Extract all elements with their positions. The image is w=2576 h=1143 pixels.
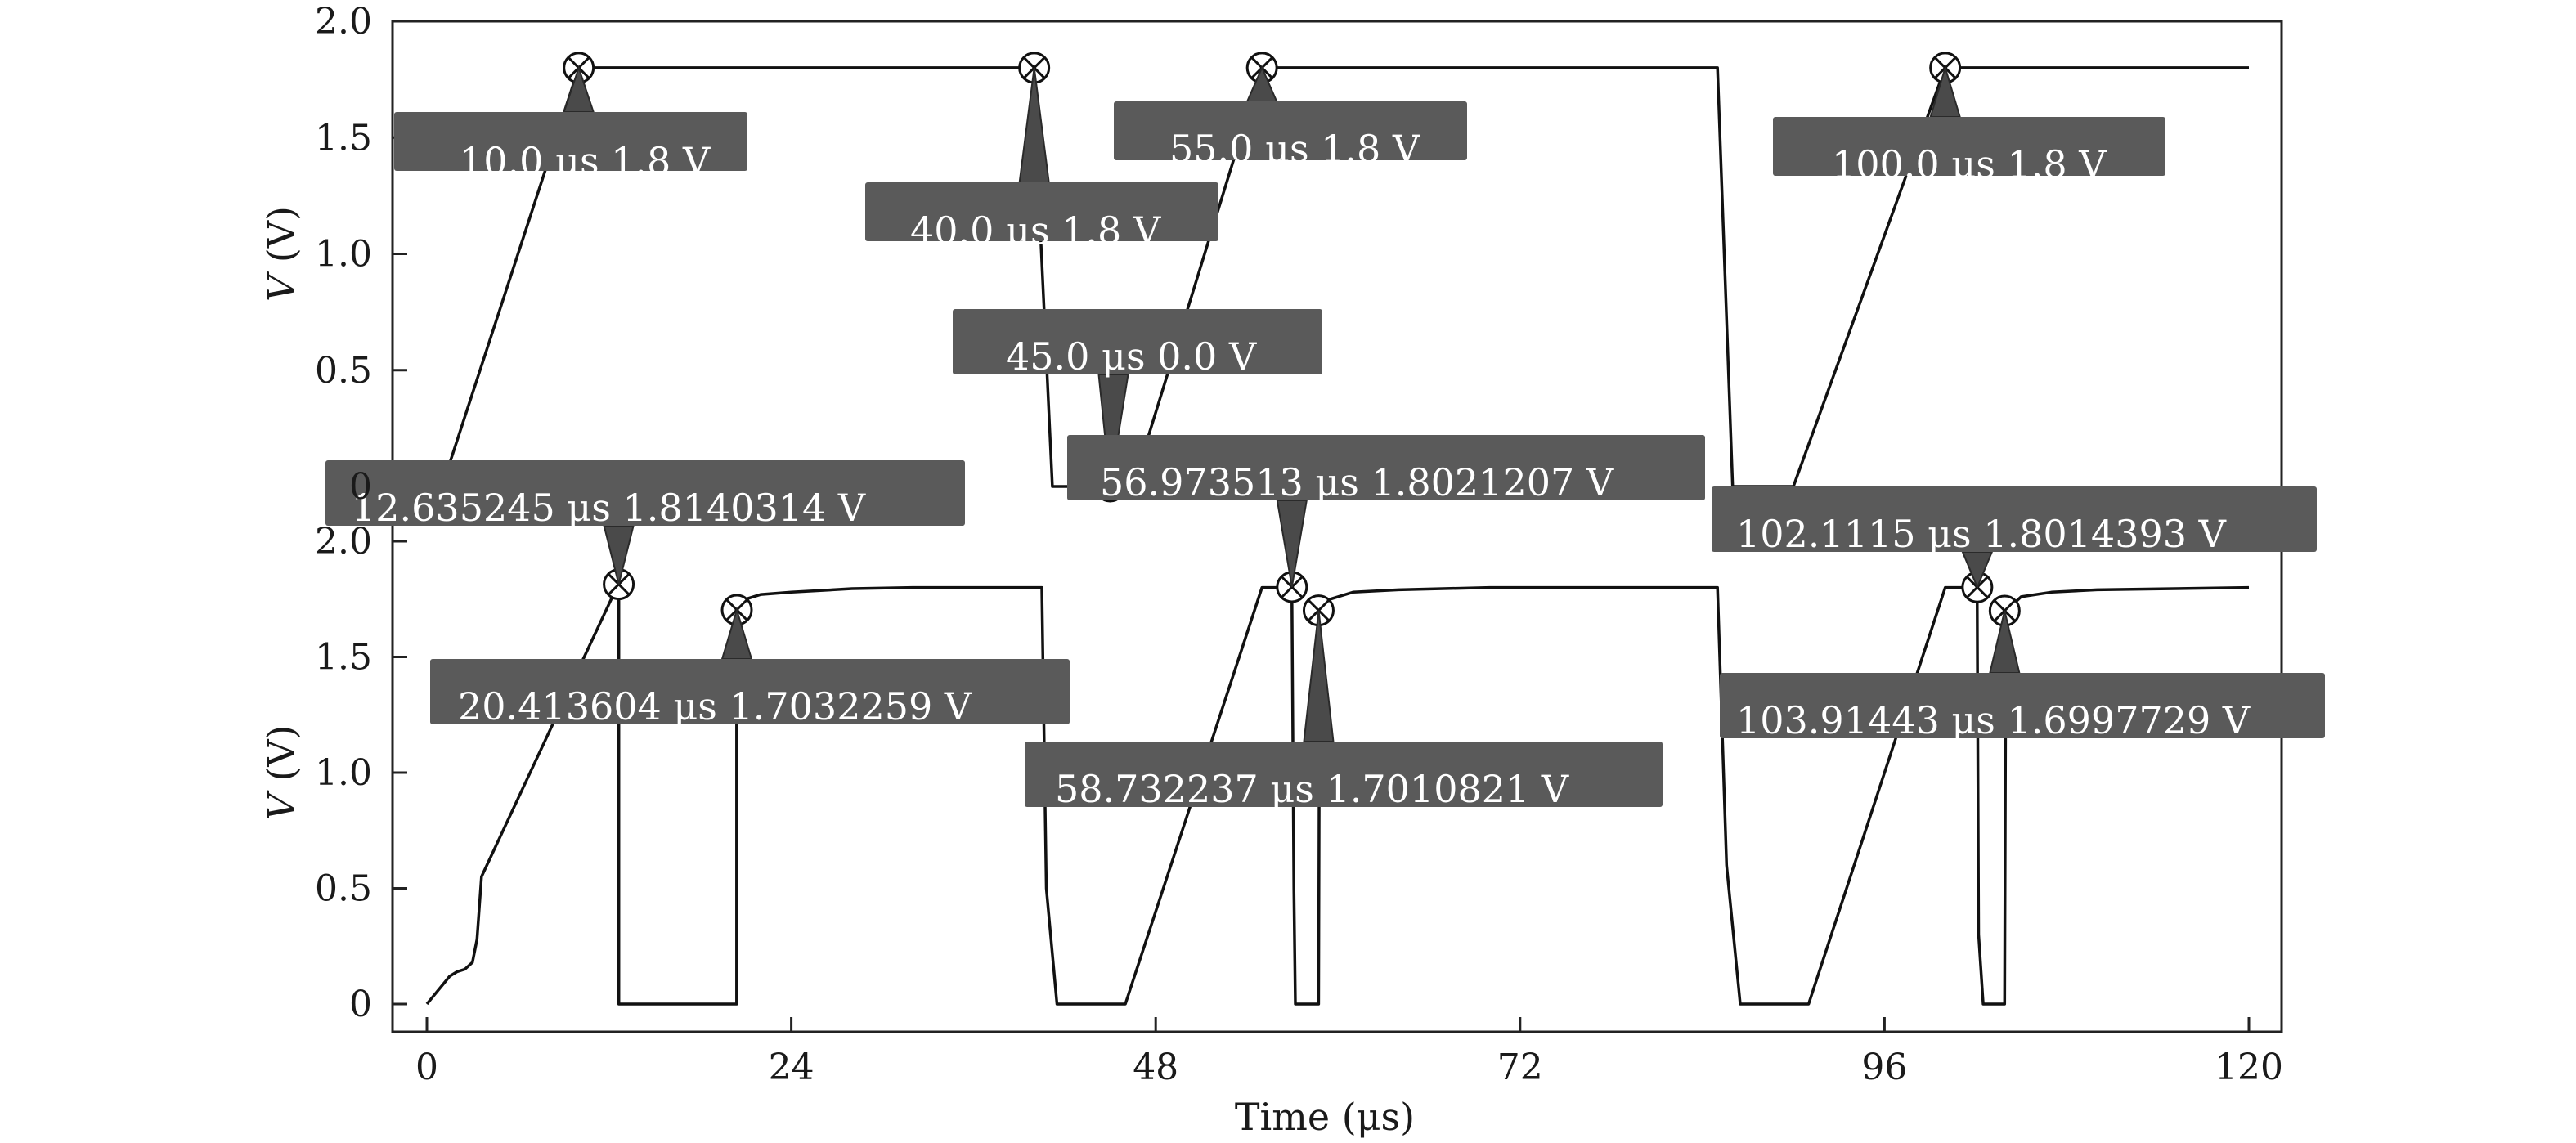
x-tick-label: 96 — [1861, 1047, 1907, 1088]
y-tick-label: 1.0 — [315, 752, 372, 794]
annotation-label: 100.0 μs 1.8 V — [1832, 142, 2107, 186]
annotation-box — [394, 112, 747, 171]
y-tick-label: 1.5 — [315, 117, 372, 159]
y-tick-label: 0.5 — [315, 868, 372, 910]
annotation-box — [1712, 486, 2317, 552]
annotation-box — [325, 460, 965, 526]
y-tick-label: 1.0 — [315, 234, 372, 276]
annotation-label: 20.413604 μs 1.7032259 V — [458, 684, 972, 728]
y-axis-label: V (V) — [259, 725, 303, 821]
annotation-box — [1773, 117, 2165, 176]
annotation-label: 12.635245 μs 1.8140314 V — [352, 486, 866, 530]
annotations-layer: 10.0 μs 1.8 V 40.0 μs 1.8 V55.0 μs 1.8 V 1… — [325, 65, 2325, 811]
y-axis-label: V (V) — [259, 206, 303, 302]
annotation-box — [1025, 742, 1663, 807]
x-tick-label: 0 — [415, 1047, 438, 1088]
annotation-pointer — [1018, 67, 1050, 183]
annotation-pointer — [1303, 610, 1335, 742]
annotation-label: 45.0 μs 0.0 V — [1006, 334, 1257, 379]
annotation-box — [1720, 673, 2325, 738]
annotation-label: 56.973513 μs 1.8021207 V — [1100, 460, 1614, 504]
y-tick-label: 2.0 — [315, 521, 372, 563]
annotation-pointer — [1276, 500, 1308, 588]
annotation-label: 58.732237 μs 1.7010821 V — [1055, 767, 1569, 811]
text-layer: 0 0.5 1.0 1.5 2.0 V (V) 0 0.5 1.0 1.5 2.0 V (V) 0 24 4… — [259, 1, 2283, 1139]
x-axis-label: Time (μs) — [1235, 1095, 1415, 1139]
annotation-label: 40.0 μs 1.8 V — [910, 208, 1161, 253]
annotation-box — [865, 182, 1218, 241]
annotation-box — [1067, 435, 1705, 500]
annotation-label: 102.1115 μs 1.8014393 V — [1736, 512, 2227, 556]
y-tick-label: 2.0 — [315, 1, 372, 43]
y-tick-label: 0 — [349, 466, 372, 508]
annotation-box — [430, 659, 1070, 724]
x-tick-label: 120 — [2215, 1047, 2283, 1088]
annotation-label: 10.0 μs 1.8 V — [460, 139, 711, 183]
x-tick-label: 72 — [1497, 1047, 1543, 1088]
annotation-box — [953, 309, 1322, 374]
y-tick-label: 0 — [349, 984, 372, 1025]
x-tick-label: 48 — [1133, 1047, 1178, 1088]
annotation-label: 103.91443 μs 1.6997729 V — [1736, 698, 2251, 742]
y-tick-label: 1.5 — [315, 637, 372, 679]
y-tick-label: 0.5 — [315, 350, 372, 392]
annotation-label: 55.0 μs 1.8 V — [1169, 127, 1420, 171]
annotation-box — [1114, 101, 1467, 160]
x-tick-label: 24 — [769, 1047, 815, 1088]
